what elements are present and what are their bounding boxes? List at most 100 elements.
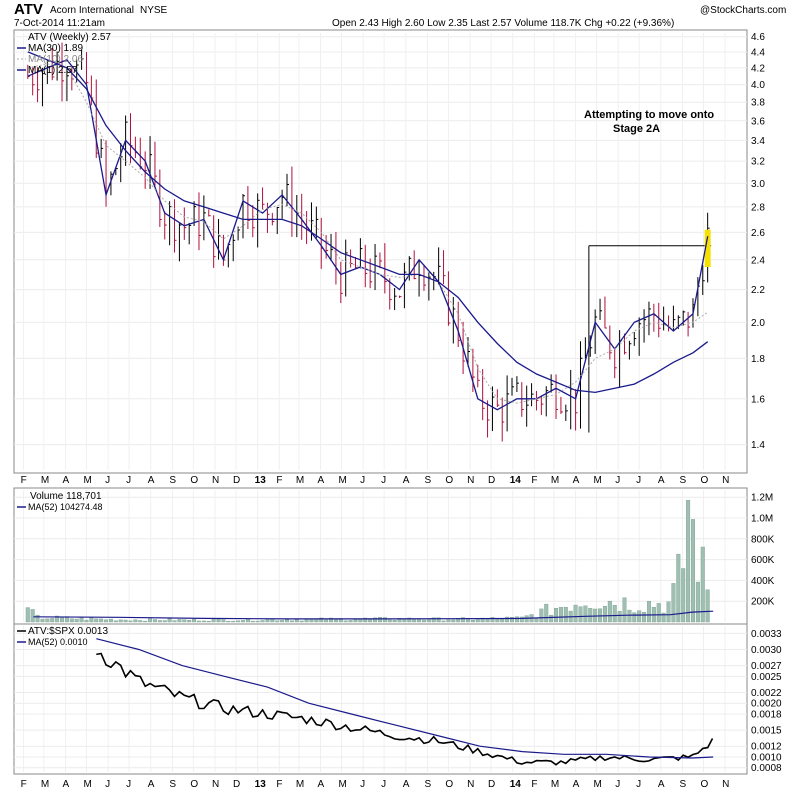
volume-bar xyxy=(231,620,236,623)
volume-bar xyxy=(402,619,407,623)
volume-bar xyxy=(285,619,290,623)
volume-bar xyxy=(324,619,329,623)
price-y-tick: 2.8 xyxy=(751,202,765,213)
ratio-y-tick: 0.0033 xyxy=(751,629,782,640)
volume-bar xyxy=(84,619,89,623)
volume-bar xyxy=(705,589,710,623)
volume-bar xyxy=(671,583,676,623)
volume-bar xyxy=(299,620,304,623)
volume-bar xyxy=(686,500,691,623)
ratio-y-tick: 0.0027 xyxy=(751,661,782,672)
volume-bar xyxy=(500,619,505,623)
volume-bar xyxy=(519,616,524,623)
volume-bar xyxy=(426,619,431,623)
ratio-y-tick: 0.0030 xyxy=(751,645,782,656)
volume-bar xyxy=(89,617,94,623)
price-ma10-line xyxy=(27,63,708,404)
volume-bar xyxy=(60,617,65,623)
volume-bar xyxy=(573,604,578,623)
volume-bar xyxy=(343,620,348,623)
volume-bar xyxy=(549,614,554,623)
price-y-tick: 1.8 xyxy=(751,354,765,365)
legend-ratio-ma: MA(52) 0.0010 xyxy=(28,637,88,647)
volume-bar xyxy=(392,619,397,623)
price-panel xyxy=(13,29,748,474)
volume-bar xyxy=(148,618,153,623)
volume-y-tick: 1.2M xyxy=(751,493,773,504)
volume-bar xyxy=(192,618,197,623)
price-x-tick: A xyxy=(318,475,325,486)
price-x-tick: M xyxy=(594,475,602,486)
volume-bar xyxy=(25,607,30,623)
symbol-label: ATV xyxy=(14,1,43,18)
volume-bar xyxy=(637,610,642,623)
price-x-tick: 13 xyxy=(255,475,267,486)
volume-y-tick: 800K xyxy=(751,534,775,545)
price-y-tick: 2.4 xyxy=(751,255,765,266)
annotation-line-2: Stage 2A xyxy=(613,123,660,135)
volume-bar xyxy=(196,620,201,623)
price-x-tick: F xyxy=(21,475,27,486)
price-x-tick: S xyxy=(424,475,431,486)
price-x-tick: A xyxy=(658,475,665,486)
price-y-tick: 3.2 xyxy=(751,157,765,168)
price-x-tick: A xyxy=(148,475,155,486)
volume-bar xyxy=(226,620,231,623)
volume-bar xyxy=(695,581,700,623)
price-y-tick: 2.6 xyxy=(751,228,765,239)
ratio-x-tick: M xyxy=(339,779,347,790)
ratio-x-tick: A xyxy=(658,779,665,790)
price-y-tick: 4.0 xyxy=(751,80,765,91)
price-x-tick: J xyxy=(636,475,641,486)
volume-bar xyxy=(700,546,705,623)
price-x-tick: S xyxy=(679,475,686,486)
legend-volume: Volume 118,701 xyxy=(30,491,102,502)
ratio-x-tick: J xyxy=(360,779,365,790)
volume-bar xyxy=(118,619,123,623)
volume-bar xyxy=(431,617,436,623)
legend-ma30: MA(30) 1.89 xyxy=(28,43,83,54)
price-x-tick: S xyxy=(169,475,176,486)
price-x-tick: J xyxy=(126,475,131,486)
volume-bar xyxy=(690,519,695,623)
volume-bar xyxy=(152,619,157,623)
ratio-y-tick: 0.0015 xyxy=(751,726,782,737)
volume-bar xyxy=(40,618,45,623)
legend-price: ATV (Weekly) 2.57 xyxy=(28,32,111,43)
volume-bar xyxy=(128,620,133,623)
price-y-tick: 2.0 xyxy=(751,318,765,329)
ratio-x-tick: F xyxy=(531,779,537,790)
volume-bar xyxy=(656,603,661,623)
volume-y-tick: 1.0M xyxy=(751,514,773,525)
ratio-x-tick: A xyxy=(318,779,325,790)
price-legend: ATV (Weekly) 2.57 MA(30) 1.89 MA(10) 2.0… xyxy=(17,32,111,76)
ratio-x-tick: M xyxy=(594,779,602,790)
price-ma1-line xyxy=(27,59,709,411)
ratio-x-tick: O xyxy=(190,779,198,790)
price-y-tick: 2.2 xyxy=(751,285,765,296)
volume-bar xyxy=(211,619,216,623)
ratio-y-tick: 0.0012 xyxy=(751,742,782,753)
ratio-y-tick: 0.0018 xyxy=(751,709,782,720)
volume-bar xyxy=(602,606,607,623)
volume-bar xyxy=(138,620,143,623)
volume-bar xyxy=(157,620,162,623)
volume-bar xyxy=(661,612,666,623)
volume-bar xyxy=(681,568,686,623)
volume-bar xyxy=(470,619,475,623)
ratio-x-tick: S xyxy=(169,779,176,790)
volume-bar xyxy=(642,612,647,623)
price-x-tick: A xyxy=(573,475,580,486)
volume-bar xyxy=(666,601,671,623)
ratio-x-tick: A xyxy=(148,779,155,790)
price-x-tick: M xyxy=(41,475,49,486)
ratio-x-tick: F xyxy=(21,779,27,790)
ratio-x-tick: N xyxy=(212,779,219,790)
ratio-x-tick: J xyxy=(381,779,386,790)
volume-bar xyxy=(206,620,211,623)
ratio-x-tick: M xyxy=(41,779,49,790)
volume-ma-line xyxy=(33,610,714,620)
volume-bar xyxy=(270,619,275,623)
brand-label: @StockCharts.com xyxy=(700,5,786,16)
ratio-x-tick: J xyxy=(636,779,641,790)
